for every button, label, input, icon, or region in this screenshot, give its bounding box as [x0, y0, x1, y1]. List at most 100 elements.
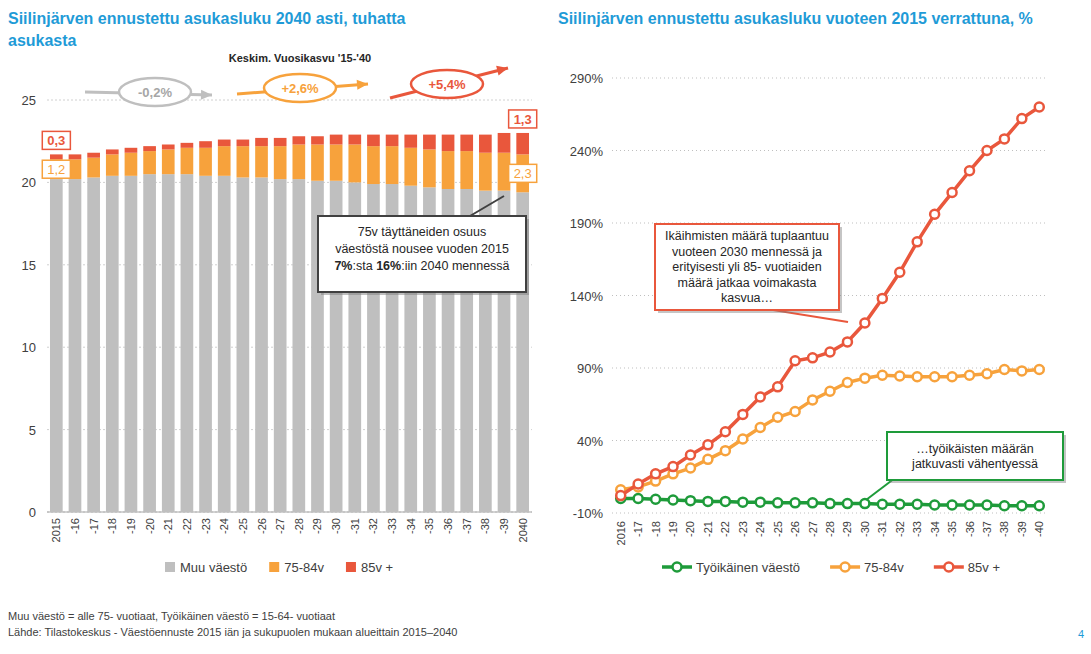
bar-segment [292, 144, 305, 179]
series-marker [686, 496, 695, 505]
growth-oval [411, 70, 483, 98]
series-marker [808, 395, 817, 404]
y-tick-label: 15 [22, 258, 36, 273]
bar-segment [106, 149, 119, 154]
series-marker [703, 455, 712, 464]
bar-segment [311, 136, 324, 144]
growth-oval [264, 74, 336, 102]
x-tick-label: -31 [876, 521, 888, 537]
series-marker [860, 499, 869, 508]
x-tick-label: -20 [684, 521, 696, 537]
x-tick-label: -27 [807, 521, 819, 537]
series-marker [808, 498, 817, 507]
series-marker [965, 501, 974, 510]
value-label: 1,3 [509, 110, 537, 128]
x-tick-label: -39 [1016, 521, 1028, 537]
value-label: 0,3 [42, 131, 70, 149]
grid-line [612, 368, 1048, 369]
bar-segment [255, 177, 268, 512]
x-tick-label: -19 [125, 518, 137, 534]
bar-segment [181, 148, 194, 174]
value-label-box [509, 110, 537, 128]
bar-segment [516, 133, 529, 154]
series-marker [738, 410, 747, 419]
x-tick-label: -25 [772, 521, 784, 537]
grid-line [47, 429, 532, 430]
bar-segment [218, 176, 231, 512]
bar-segment [106, 176, 119, 512]
bar-segment [442, 135, 455, 151]
series-marker [913, 372, 922, 381]
x-tick-label: -25 [237, 518, 249, 534]
value-label-text: 0,3 [47, 133, 65, 148]
series-marker [1000, 365, 1009, 374]
x-tick-label: 2040 [517, 518, 529, 542]
bar-segment [125, 153, 138, 176]
legend-marker [944, 563, 953, 572]
series-marker [791, 407, 800, 416]
x-tick-label: -34 [405, 518, 417, 534]
callout-run: :sta [353, 259, 377, 273]
x-tick-label: -29 [311, 518, 323, 534]
series-marker [669, 495, 678, 504]
x-tick-label: -36 [442, 518, 454, 534]
bar-segment [143, 174, 156, 512]
bar-segment [367, 135, 380, 147]
series-marker [843, 499, 852, 508]
chart-title: Siilinjärven ennustettu asukasluku 2040 … [8, 8, 458, 52]
bar-segment [237, 177, 250, 512]
bar-segment [479, 153, 492, 191]
x-tick-label: -23 [737, 521, 749, 537]
legend: Työikäinen väestö75-84v85v + [662, 560, 1000, 575]
callout-line: Ikäihmisten määrä tuplaantuu [665, 229, 829, 243]
series-marker [808, 353, 817, 362]
series-marker [773, 413, 782, 422]
bar-segment [404, 148, 417, 186]
series-marker [1035, 501, 1044, 510]
x-tick-label: 2016 [615, 521, 627, 545]
growth-badge: +5,4% [390, 66, 508, 98]
series-marker [826, 499, 835, 508]
series-marker [756, 393, 765, 402]
growth-label: -0,2% [138, 85, 172, 100]
bar-segment [50, 154, 63, 159]
bar-segment [106, 154, 119, 175]
bar-segment [330, 144, 343, 180]
x-tick-label: -29 [841, 521, 853, 537]
left-chart: 05101520252015-16-17-18-19-20-21-22-23-2… [22, 52, 537, 575]
x-tick-label: -22 [181, 518, 193, 534]
callout-run: 7% [334, 259, 352, 273]
callout: 75v täyttäneiden osuusväestöstä nousee v… [318, 196, 529, 295]
growth-label: +2,6% [281, 81, 319, 96]
series-marker [738, 498, 747, 507]
series-marker [843, 337, 852, 346]
bar-segment [292, 179, 305, 512]
y-tick-label: 25 [22, 93, 36, 108]
callout-line: erityisesti yli 85- vuotiaiden [672, 260, 821, 274]
callout-box [655, 224, 839, 310]
series-marker [721, 427, 730, 436]
series-marker [703, 440, 712, 449]
x-tick-label: -21 [162, 518, 174, 534]
bar-segment [237, 146, 250, 177]
series-marker [686, 451, 695, 460]
series-marker [982, 369, 991, 378]
callout-box [887, 432, 1063, 480]
callout-run: 16% [376, 259, 401, 273]
x-tick-label: -26 [256, 518, 268, 534]
series-marker [651, 469, 660, 478]
series-marker [1017, 501, 1026, 510]
callout-run: väestöstä nousee vuoden 2015 [335, 242, 509, 256]
value-label-text: 1,3 [514, 112, 532, 127]
x-tick-label: -20 [144, 518, 156, 534]
series-marker [895, 371, 904, 380]
callout-line: jatkuvasti vähentyessä [911, 457, 1038, 471]
series-marker [843, 378, 852, 387]
series-marker [895, 500, 904, 509]
bar-segment [50, 179, 63, 512]
callout-run: :iin 2040 mennessä [401, 259, 509, 273]
bar-segment [274, 146, 287, 179]
value-label-text: 1,2 [47, 162, 65, 177]
series-marker [982, 146, 991, 155]
growth-oval [119, 78, 191, 106]
